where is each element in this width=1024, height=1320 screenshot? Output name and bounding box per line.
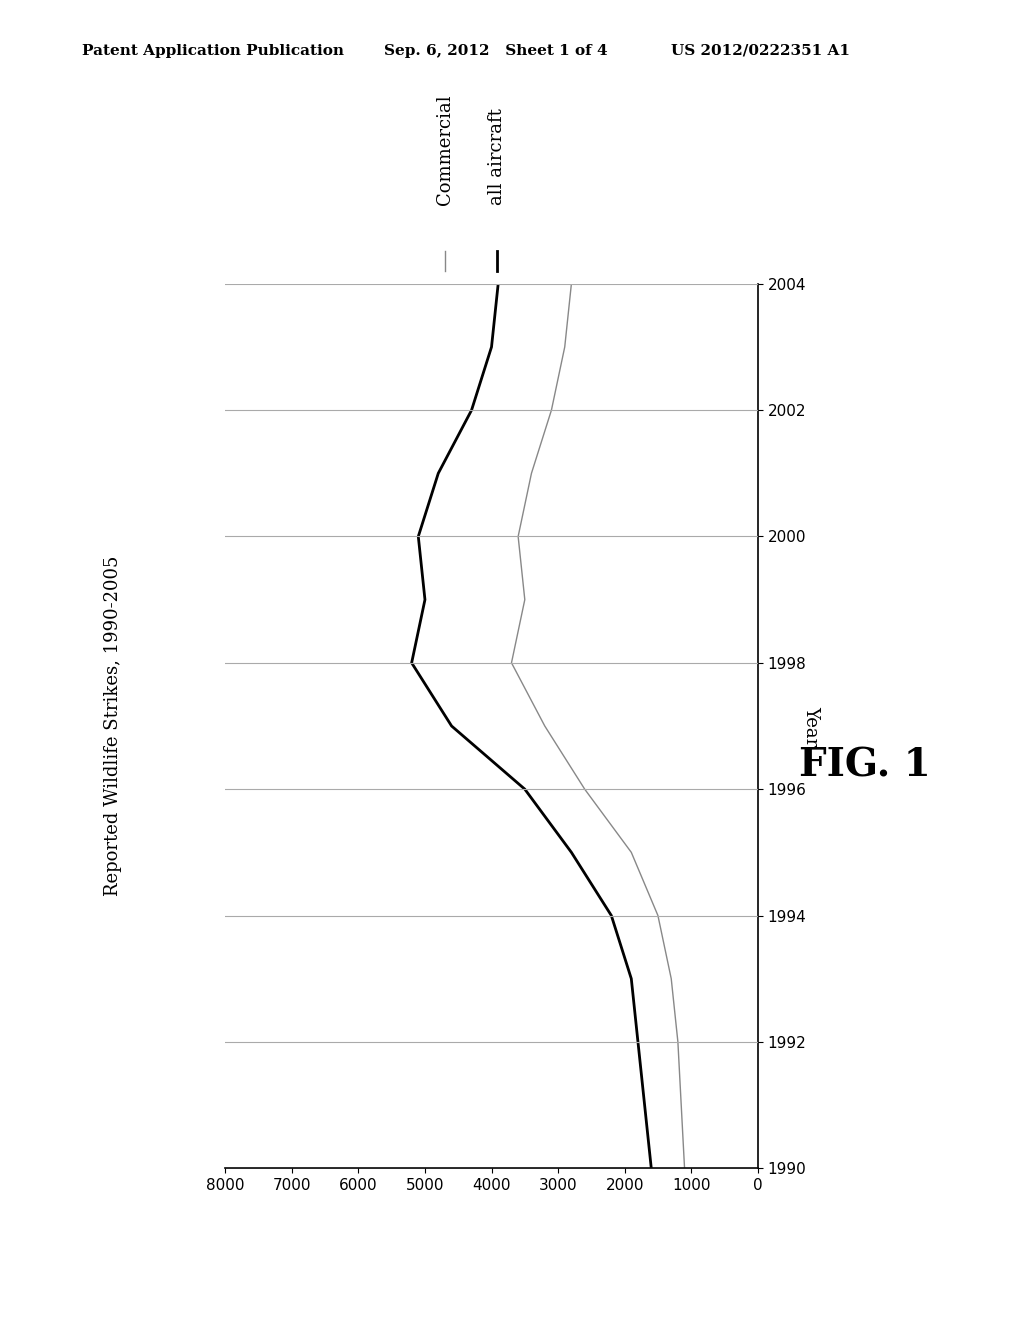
- Text: Commercial: Commercial: [436, 94, 455, 205]
- Text: US 2012/0222351 A1: US 2012/0222351 A1: [671, 44, 850, 58]
- Text: Patent Application Publication: Patent Application Publication: [82, 44, 344, 58]
- Y-axis label: Year: Year: [802, 706, 820, 746]
- Text: all aircraft: all aircraft: [487, 108, 506, 205]
- Text: Reported Wildlife Strikes, 1990-2005: Reported Wildlife Strikes, 1990-2005: [103, 556, 122, 896]
- Text: FIG. 1: FIG. 1: [799, 747, 931, 784]
- Text: Sep. 6, 2012   Sheet 1 of 4: Sep. 6, 2012 Sheet 1 of 4: [384, 44, 607, 58]
